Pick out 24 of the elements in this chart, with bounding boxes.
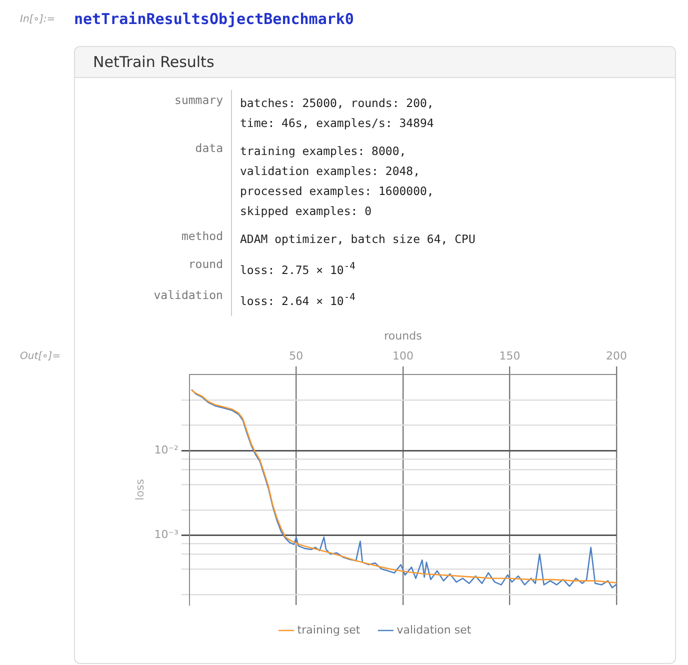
- text: method: [115, 226, 232, 254]
- legend-label: training set: [297, 623, 361, 636]
- x-tick-label: 200: [606, 350, 627, 363]
- x-axis-title: rounds: [384, 329, 422, 342]
- text: netTrainResultsObjectBenchmark0: [74, 10, 354, 28]
- text: data: [115, 138, 232, 226]
- text: loss: 2.75 × 10$^{-4}$: [239, 260, 356, 279]
- text: loss: 2.64 × 10$^{-4}$: [239, 290, 356, 310]
- chart-title: NetTrain Results: [75, 47, 675, 78]
- text: ADAM optimizer, batch size 64, CPU: [239, 231, 476, 248]
- text: Out[∘]=: [20, 351, 61, 362]
- x-tick-label: 50: [289, 350, 304, 363]
- text: validation: [115, 284, 232, 316]
- text: summary: [115, 90, 232, 138]
- text: In[∘]:=: [20, 14, 56, 25]
- y-tick-label: 10⁻²: [154, 444, 178, 457]
- text: round: [115, 254, 232, 285]
- x-tick-label: 150: [499, 350, 520, 363]
- y-tick-label: 10⁻³: [154, 528, 178, 542]
- x-tick-label: 100: [392, 350, 414, 363]
- text: batches: 25000, rounds: 200, time: 46s, examples/s: 34894: [239, 95, 435, 132]
- text: training examples: 8000, validation examples: 2048, processed examples: 1600000, skipped examples: 0: [239, 143, 435, 220]
- legend-label: validation set: [396, 623, 472, 636]
- y-axis-title: loss: [133, 478, 146, 500]
